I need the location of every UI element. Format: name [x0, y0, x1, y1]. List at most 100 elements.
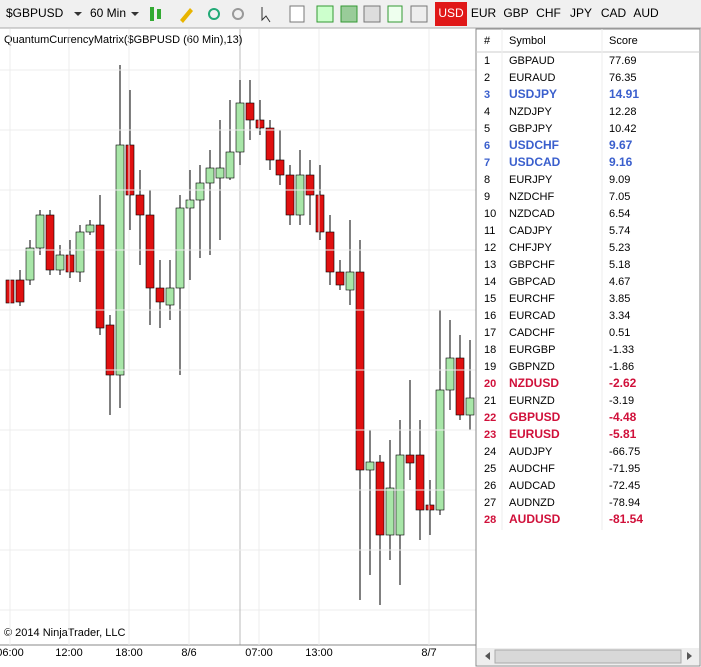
candle-body [195, 182, 205, 201]
icon-pointer[interactable] [261, 7, 271, 23]
candle-body [245, 102, 255, 121]
icon-data[interactable] [387, 5, 403, 23]
candle-body [295, 174, 305, 216]
table-cell: NZDCAD [509, 208, 555, 220]
icon-zoom-out[interactable] [232, 8, 244, 20]
currency-button[interactable]: GBP [503, 6, 528, 20]
icon-candles[interactable] [150, 7, 154, 21]
currency-button[interactable]: AUD [633, 6, 659, 20]
table-cell: 4 [484, 106, 490, 118]
table-cell: EURNZD [509, 395, 555, 407]
icon-zoom-in[interactable] [208, 8, 220, 20]
candle-body [155, 287, 165, 303]
x-axis-label: 06:00 [0, 647, 24, 659]
column-header[interactable]: Score [609, 35, 638, 47]
table-cell: NZDCHF [509, 191, 554, 203]
table-cell: EURUSD [509, 427, 560, 441]
table-cell: 17 [484, 327, 496, 339]
table-cell: 14.91 [609, 87, 639, 101]
table-cell: -78.94 [609, 497, 640, 509]
scroll-right[interactable] [687, 652, 692, 660]
interval[interactable]: 60 Min [90, 6, 126, 20]
candle-body [445, 357, 455, 391]
table-cell: GBPJPY [509, 123, 553, 135]
table-cell: GBPAUD [509, 55, 555, 67]
table-cell: -3.19 [609, 395, 634, 407]
table-cell: -2.62 [609, 376, 637, 390]
x-axis-label: 12:00 [55, 647, 83, 659]
candle-body [365, 461, 375, 471]
candle-body [345, 271, 355, 291]
table-cell: 8 [484, 174, 490, 186]
table-cell: 1 [484, 55, 490, 67]
x-axis-label: 8/7 [421, 647, 436, 659]
currency-button[interactable]: CAD [601, 6, 627, 20]
candle-body [205, 167, 215, 184]
candle-body [305, 174, 315, 196]
column-header[interactable]: # [484, 35, 491, 47]
icon-strategies[interactable] [340, 5, 358, 23]
chart-area: QuantumCurrencyMatrix($GBPUSD (60 Min),1… [0, 29, 476, 659]
icon-print[interactable] [410, 5, 428, 23]
currency-button[interactable]: USD [438, 6, 464, 20]
instrument[interactable]: $GBPUSD [6, 6, 64, 20]
scroll-left[interactable] [485, 652, 490, 660]
candle-body [265, 127, 275, 161]
table-cell: NZDJPY [509, 106, 552, 118]
table-cell: -81.54 [609, 512, 643, 526]
currency-button[interactable]: CHF [536, 6, 561, 20]
table-cell: 25 [484, 463, 496, 475]
candle-body [135, 194, 145, 216]
candle-body [385, 487, 395, 536]
scroll-thumb[interactable] [494, 649, 682, 664]
table-cell: 3 [484, 89, 490, 101]
candle-body [75, 231, 85, 273]
table-cell: 9.67 [609, 138, 633, 152]
table-cell: 9 [484, 191, 490, 203]
table-cell: 16 [484, 310, 496, 322]
table-cell: -1.33 [609, 344, 634, 356]
table-cell: CHFJPY [509, 242, 552, 254]
candle-body [415, 454, 425, 511]
column-header[interactable]: Symbol [509, 35, 546, 47]
candle-body [255, 119, 265, 129]
table-cell: EURJPY [509, 174, 553, 186]
table-cell: 18 [484, 344, 496, 356]
icon-draw[interactable] [180, 8, 193, 23]
icon-indicators[interactable] [316, 5, 334, 23]
table-cell: 11 [484, 225, 495, 237]
table-cell: 27 [484, 497, 496, 509]
candle-body [425, 504, 435, 511]
table-cell: -4.48 [609, 410, 637, 424]
toolbar: $GBPUSD 60 Min USD EUR GBP CHF JPY CAD AUD [0, 0, 701, 29]
currency-active-bg [435, 2, 467, 26]
candle-body [285, 174, 295, 216]
table-cell: CADCHF [509, 327, 555, 339]
candle-body [225, 151, 235, 179]
table-cell: CADJPY [509, 225, 553, 237]
candle-body [115, 144, 125, 376]
currency-button[interactable]: JPY [570, 6, 592, 20]
currency-button[interactable]: EUR [471, 6, 497, 20]
icon-chart[interactable] [363, 5, 381, 23]
table-cell: EURAUD [509, 72, 556, 84]
matrix-table: # Symbol Score 1 GBPAUD 77.69 2 EURAUD 76.35 3 USD… [475, 28, 701, 667]
table-cell: 10 [484, 208, 496, 220]
table-cell: 3.34 [609, 310, 630, 322]
table-cell: -1.86 [609, 361, 634, 373]
table-cell: AUDCAD [509, 480, 556, 492]
table-cell: GBPCHF [509, 259, 555, 271]
candle-body [85, 224, 95, 233]
icon-properties[interactable] [289, 5, 305, 23]
candle-body [405, 454, 415, 464]
dropdown-arrow [131, 12, 139, 16]
dropdown-arrow [74, 12, 82, 16]
table-cell: 3.85 [609, 293, 630, 305]
x-axis-label: 18:00 [115, 647, 143, 659]
candle-body [175, 207, 185, 289]
table-frame [475, 28, 701, 667]
candle-body [165, 287, 175, 306]
candle-body [125, 144, 135, 196]
icon-candles[interactable] [157, 9, 161, 19]
table-cell: 6.54 [609, 208, 630, 220]
